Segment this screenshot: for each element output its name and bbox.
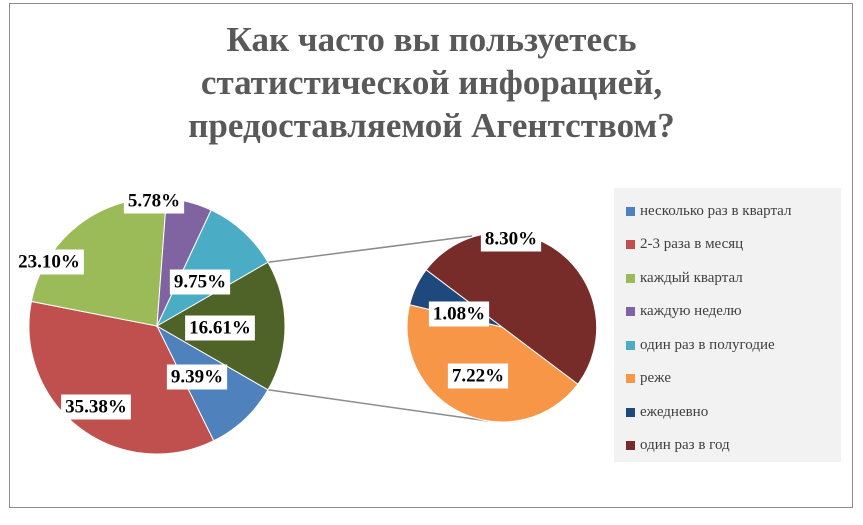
chart-legend: несколько раз в квартал 2-3 раза в месяц к… xyxy=(614,188,841,462)
legend-item-5: реже xyxy=(626,368,671,390)
legend-item-6: ежедневно xyxy=(626,401,708,423)
data-label-7: 8.30% xyxy=(485,229,537,250)
secondary-slice-7 xyxy=(425,231,598,385)
data-label-1: 35.38% xyxy=(65,397,127,418)
legend-item-4: один раз в полугодие xyxy=(626,334,775,356)
data-label-5: 7.22% xyxy=(452,366,504,387)
legend-swatch-1 xyxy=(626,240,635,249)
data-label-other-box xyxy=(185,315,255,341)
data-label-7-box xyxy=(480,226,542,252)
legend-swatch-4 xyxy=(626,340,635,350)
legend-label-2: каждый квартал xyxy=(640,269,743,286)
legend-label-6: ежедневно xyxy=(640,403,709,420)
data-label-1-box xyxy=(61,394,131,420)
legend-item-0: несколько раз в квартал xyxy=(626,200,791,222)
legend-label-0: несколько раз в квартал xyxy=(640,202,792,219)
data-label-2-box xyxy=(14,249,84,275)
legend-label-1: 2-3 раза в месяц xyxy=(640,236,744,252)
chart-title-line-3: предоставляемой Агентством? xyxy=(188,106,675,145)
chart-title-line-2: статистической инфорацией, xyxy=(200,63,663,102)
legend-item-1: 2-3 раза в месяц xyxy=(626,234,743,256)
chart-title: Как часто вы пользуетесь статистической … xyxy=(40,18,823,147)
legend-label-4: один раз в полугодие xyxy=(640,336,775,353)
data-label-3-box xyxy=(123,188,185,214)
secondary-slice-5 xyxy=(406,304,579,423)
connector-line-top xyxy=(267,235,473,263)
legend-label-3: каждую неделю xyxy=(640,303,742,319)
data-label-2: 23.10% xyxy=(18,252,80,273)
legend-swatch-2 xyxy=(626,273,635,283)
data-label-4: 9.75% xyxy=(174,272,226,293)
legend-label-5: реже xyxy=(640,370,671,386)
data-label-3: 5.78% xyxy=(128,191,180,212)
pie-slice-4 xyxy=(155,209,269,328)
data-label-0-box xyxy=(166,364,228,390)
data-label-6-box xyxy=(428,301,490,327)
legend-swatch-6 xyxy=(626,407,635,417)
data-label-6: 1.08% xyxy=(433,304,485,325)
chart-title-line-1: Как часто вы пользуетесь xyxy=(226,20,637,59)
legend-label-7: один раз в год xyxy=(640,437,730,453)
data-label-5-box xyxy=(447,363,509,389)
legend-item-7: один раз в год xyxy=(626,435,730,457)
data-label-4-box xyxy=(169,269,231,295)
legend-item-2: каждый квартал xyxy=(626,267,743,289)
legend-swatch-3 xyxy=(626,307,635,316)
legend-swatch-7 xyxy=(626,441,635,450)
legend-swatch-0 xyxy=(626,206,635,216)
legend-item-3: каждую неделю xyxy=(626,301,742,323)
data-label-0: 9.39% xyxy=(171,367,223,388)
connector-line-bottom xyxy=(267,389,489,422)
legend-swatch-5 xyxy=(626,374,635,383)
data-label-other: 16.61% xyxy=(189,318,251,339)
